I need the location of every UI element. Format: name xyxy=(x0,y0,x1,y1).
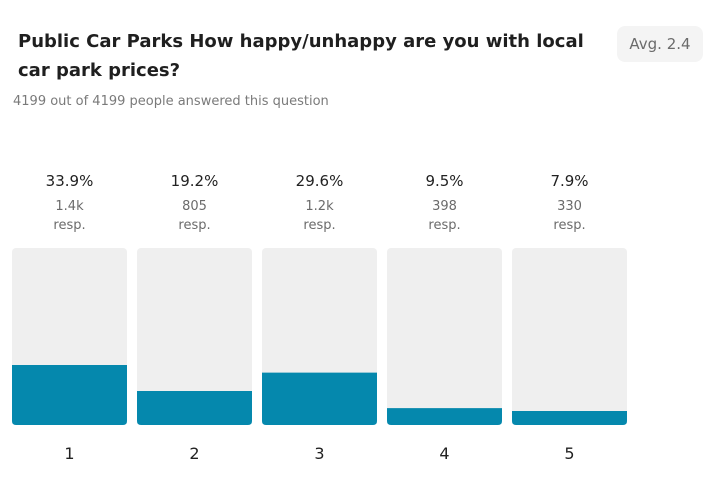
bar-resp-label: resp. xyxy=(553,218,585,233)
bar-count-label: 1.2k xyxy=(305,199,334,214)
bar-resp-label: resp. xyxy=(178,218,210,233)
bar-count-label: 1.4k xyxy=(55,199,84,214)
category-label: 1 xyxy=(64,444,74,463)
answered-count: 4199 out of 4199 people answered this qu… xyxy=(13,94,329,109)
category-label: 2 xyxy=(189,444,199,463)
bar-resp-label: resp. xyxy=(53,218,85,233)
bar-percent-label: 29.6% xyxy=(296,172,344,190)
category-label: 3 xyxy=(314,444,324,463)
bar-count-label: 330 xyxy=(557,199,582,214)
category-label: 5 xyxy=(564,444,574,463)
bar-percent-label: 9.5% xyxy=(425,172,463,190)
category-label: 4 xyxy=(439,444,449,463)
bar-fill xyxy=(387,408,502,425)
bar-percent-label: 19.2% xyxy=(171,172,219,190)
bar-fill xyxy=(262,372,377,425)
bar-track xyxy=(512,248,627,425)
question-title: Public Car Parks How happy/unhappy are y… xyxy=(18,31,584,81)
bar-track xyxy=(137,248,252,425)
bar-percent-label: 7.9% xyxy=(550,172,588,190)
bar-track xyxy=(387,248,502,425)
bar-fill xyxy=(137,391,252,425)
bar-fill xyxy=(12,364,127,425)
bar-count-label: 398 xyxy=(432,199,457,214)
bar-resp-label: resp. xyxy=(428,218,460,233)
bar-percent-label: 33.9% xyxy=(46,172,94,190)
bar-fill xyxy=(512,411,627,425)
average-badge: Avg. 2.4 xyxy=(617,26,703,62)
bar-count-label: 805 xyxy=(182,199,207,214)
bar-resp-label: resp. xyxy=(303,218,335,233)
